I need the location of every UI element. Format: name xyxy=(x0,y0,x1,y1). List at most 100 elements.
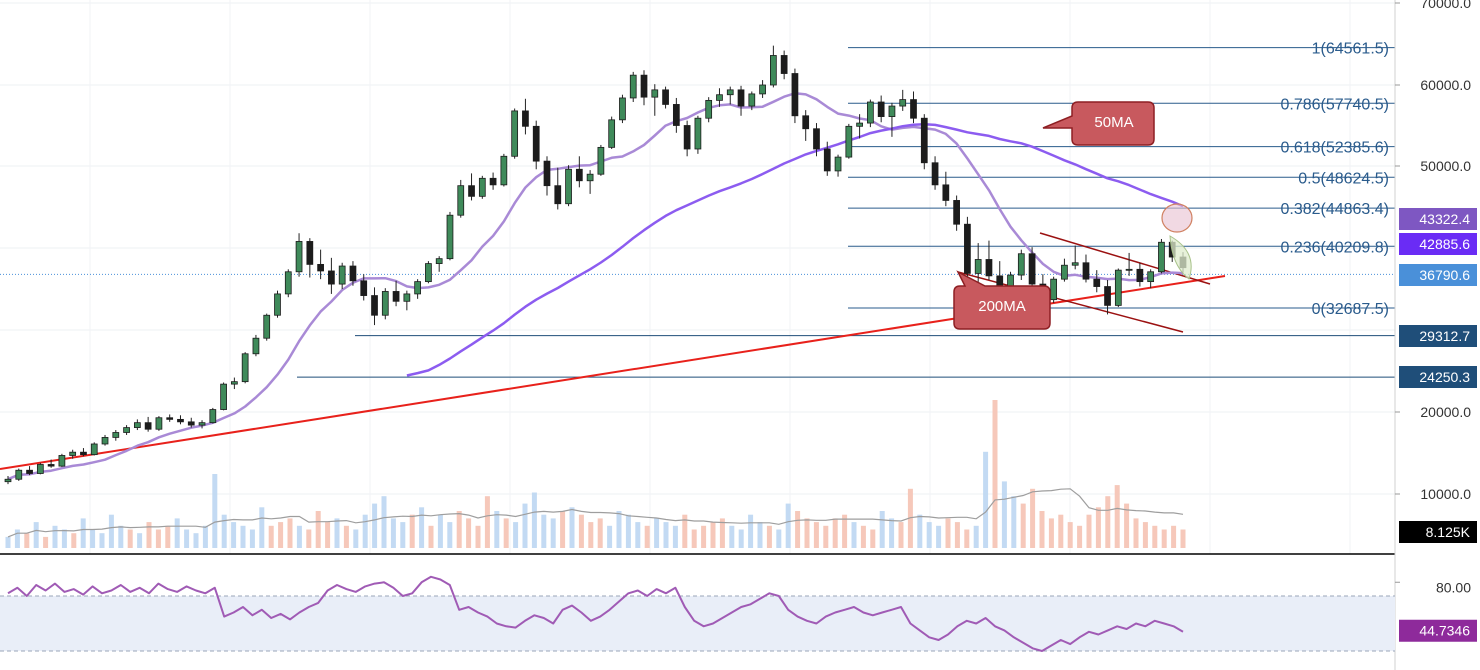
candle-body xyxy=(985,259,993,277)
volume-bar xyxy=(729,525,735,548)
volume-bar xyxy=(823,525,829,548)
fib-label: 0.786(57740.5) xyxy=(1280,96,1389,113)
candle-body xyxy=(716,94,723,101)
candle-body xyxy=(964,223,971,274)
candle-body xyxy=(608,119,616,148)
volume-bar xyxy=(24,533,30,548)
candle-body xyxy=(662,89,669,105)
candle-body xyxy=(1028,253,1036,285)
candle-body xyxy=(619,97,626,121)
volume-bar xyxy=(52,525,58,548)
volume-bar xyxy=(804,518,810,548)
candle-body xyxy=(543,160,551,187)
rsi-line xyxy=(7,575,1184,652)
volume-bar xyxy=(513,522,519,548)
volume-bar xyxy=(108,514,114,548)
candle-body xyxy=(166,417,174,420)
volume-bar xyxy=(231,522,237,548)
candle-body xyxy=(834,156,842,172)
volume-bar xyxy=(90,529,96,548)
price-tag xyxy=(1399,233,1477,255)
candle-body xyxy=(478,177,486,197)
candle-body xyxy=(1158,241,1165,273)
candle-body xyxy=(770,55,777,86)
candle-body xyxy=(101,437,109,445)
candle-body xyxy=(144,422,152,430)
candle-body xyxy=(1125,268,1133,271)
axis-tick-label: 70000.0 xyxy=(1420,0,1471,11)
volume-bars xyxy=(5,400,1186,548)
candle-body xyxy=(177,418,184,423)
volume-bar xyxy=(607,525,613,548)
volume-bar xyxy=(1161,529,1167,548)
volume-bar xyxy=(748,514,754,548)
axis-tick-label: 20000.0 xyxy=(1420,404,1471,420)
candle-body xyxy=(284,271,292,295)
volume-bar xyxy=(1095,507,1101,548)
volume-bar xyxy=(766,525,772,548)
volume-bar xyxy=(1039,511,1045,548)
candle-body xyxy=(511,110,519,157)
volume-bar xyxy=(137,533,143,548)
volume-bar xyxy=(1077,525,1083,548)
candle-body xyxy=(220,383,227,410)
candle-body xyxy=(565,168,572,205)
candle-body xyxy=(672,104,680,126)
candle-body xyxy=(651,89,659,98)
volume-bar xyxy=(334,518,340,548)
candle-body xyxy=(360,280,368,296)
candle-body xyxy=(47,464,55,467)
candle-body xyxy=(90,443,98,456)
volume-bar xyxy=(99,533,105,548)
volume-bar xyxy=(118,525,124,548)
annotations[interactable]: 50MA 200MA xyxy=(953,101,1193,330)
candle-body xyxy=(532,125,540,162)
volume-bar xyxy=(954,522,960,548)
volume-bar xyxy=(691,529,697,548)
volume-bar xyxy=(61,529,67,548)
candle-body xyxy=(899,99,907,107)
candle-body xyxy=(80,451,87,456)
candle-body xyxy=(403,293,411,302)
candle-body xyxy=(198,422,206,426)
candle-body xyxy=(554,185,562,205)
volume-bar xyxy=(560,511,566,548)
volume-bar xyxy=(381,496,387,548)
volume-bar xyxy=(240,525,246,548)
volume-bar xyxy=(127,529,133,548)
volume-bar xyxy=(625,514,631,548)
fib-label: 0(32687.5) xyxy=(1312,301,1389,318)
candle-body xyxy=(457,185,465,216)
volume-bar xyxy=(475,525,481,548)
volume-bar xyxy=(1152,525,1158,548)
callout-50ma-label: 50MA xyxy=(1094,114,1133,131)
candle-body xyxy=(328,270,335,285)
candle-body xyxy=(1114,269,1122,306)
volume-ma-line xyxy=(7,488,1184,538)
candle-body xyxy=(522,110,529,127)
candle-body xyxy=(263,314,271,339)
volume-bar xyxy=(597,518,603,548)
volume-bar xyxy=(33,522,39,548)
volume-bar xyxy=(390,518,396,548)
price-axis[interactable]: 70000.0 60000.0 50000.0 20000.0 10000.0 80.00 xyxy=(1395,0,1471,595)
candle-body xyxy=(414,281,421,295)
axis-tick-label: 10000.0 xyxy=(1420,486,1471,502)
volume-bar xyxy=(973,525,979,548)
candle-body xyxy=(867,101,874,124)
candle-body xyxy=(888,105,896,117)
candle-body xyxy=(683,125,691,150)
volume-bar xyxy=(813,522,819,548)
candle-body xyxy=(694,117,702,150)
volume-bar xyxy=(898,522,904,548)
candle-body xyxy=(748,93,756,107)
volume-bar xyxy=(522,503,528,548)
trend-lines[interactable] xyxy=(0,232,1226,470)
candle-body xyxy=(726,89,734,96)
volume-bar xyxy=(578,514,584,548)
volume-bar xyxy=(860,525,866,548)
fibonacci-retracement[interactable]: 1(64561.5) 0.786(57740.5) 0.618(52385.6) 0.… xyxy=(848,41,1395,318)
volume-bar xyxy=(278,522,284,548)
wedge-upper-line xyxy=(1039,232,1211,285)
